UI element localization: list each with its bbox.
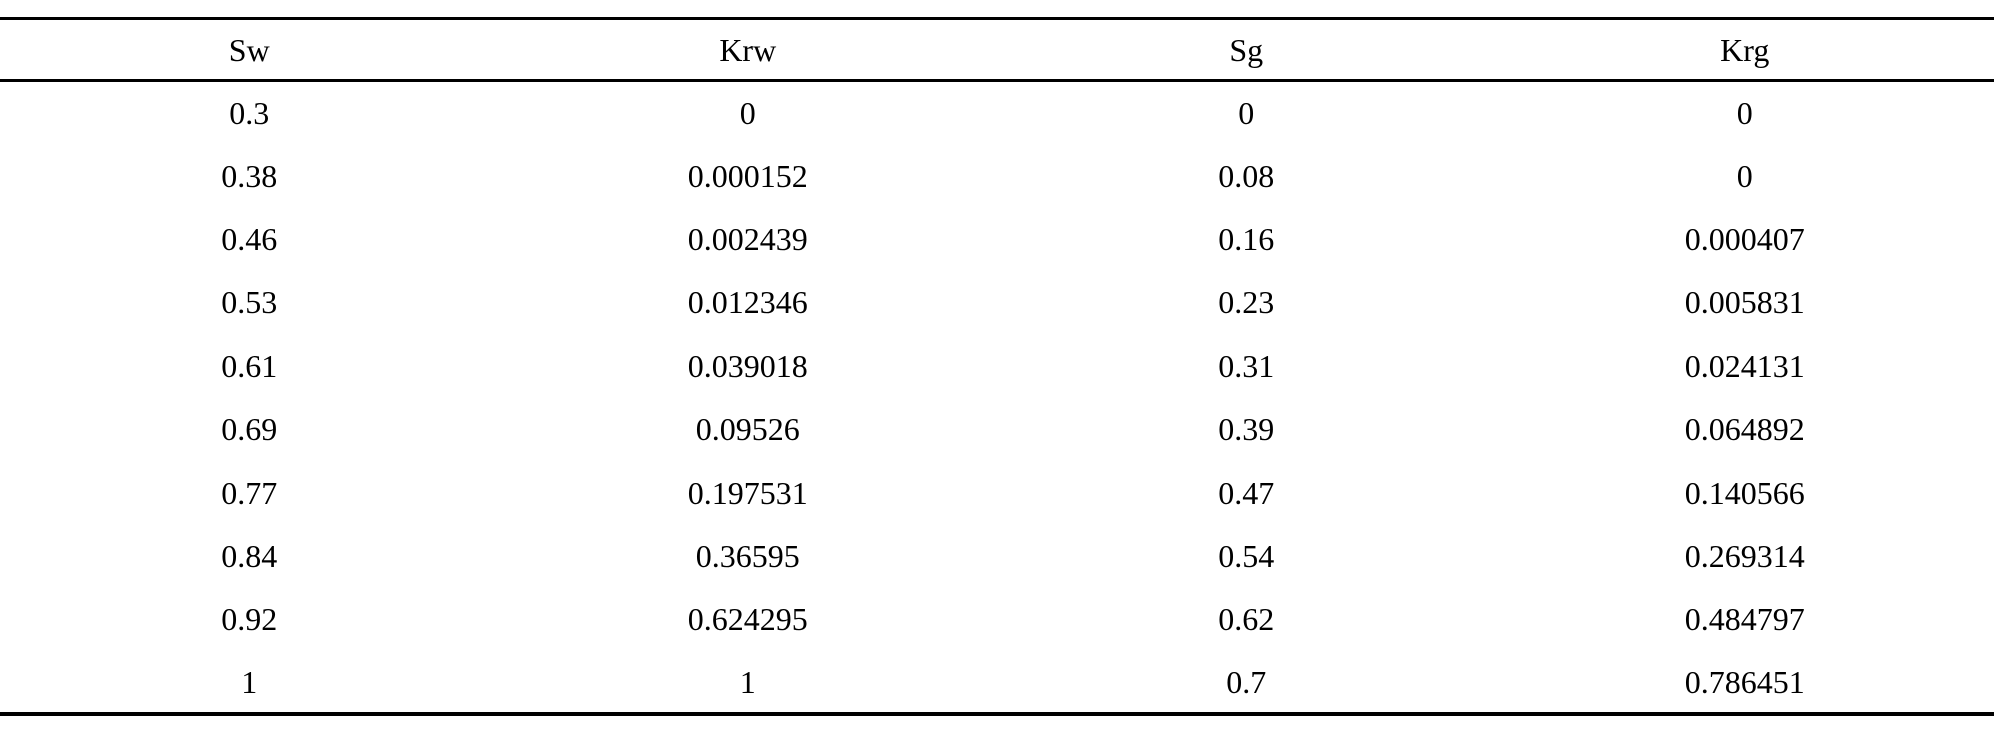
table-cell: 0.484797 (1684, 601, 1805, 638)
column-header-krg: Krg (1720, 31, 1770, 68)
table-row: 0.46 0.002439 0.16 0.000407 (0, 207, 1994, 270)
table-body: 0.3 0 0 0 0.38 0.000152 0.08 0 0.46 0.00… (0, 81, 1994, 715)
table-row: 0.92 0.624295 0.62 0.484797 (0, 588, 1994, 651)
table-cell: 0.92 (221, 601, 278, 638)
table-cell: 0.7 (1226, 663, 1267, 700)
table-cell: 1 (739, 663, 756, 700)
table-cell: 0.039018 (687, 347, 808, 384)
table-cell: 0.786451 (1684, 663, 1805, 700)
table-row: 1 1 0.7 0.786451 (0, 651, 1994, 714)
table-cell: 0 (1736, 94, 1753, 131)
table-cell: 0.000152 (687, 157, 808, 194)
table-row: 0.84 0.36595 0.54 0.269314 (0, 524, 1994, 587)
table-cell: 0.624295 (687, 601, 808, 638)
table-header: Sw Krw Sg Krg (0, 19, 1994, 81)
table-cell: 0.197531 (687, 474, 808, 511)
header-row: Sw Krw Sg Krg (0, 19, 1994, 81)
table-cell: 0.269314 (1684, 537, 1805, 574)
table-cell: 0 (739, 94, 756, 131)
table-cell: 0.16 (1218, 220, 1275, 257)
table-cell: 0.064892 (1684, 411, 1805, 448)
table-cell: 0.002439 (687, 220, 808, 257)
table-cell: 0.61 (221, 347, 278, 384)
table-cell: 0.46 (221, 220, 278, 257)
table-cell: 0.38 (221, 157, 278, 194)
table-row: 0.53 0.012346 0.23 0.005831 (0, 271, 1994, 334)
table-cell: 0 (1736, 157, 1753, 194)
table-row: 0.3 0 0 0 (0, 81, 1994, 144)
table-cell: 1 (241, 663, 258, 700)
table-cell: 0.47 (1218, 474, 1275, 511)
table-cell: 0.31 (1218, 347, 1275, 384)
table-cell: 0.36595 (695, 537, 800, 574)
table-cell: 0 (1238, 94, 1255, 131)
table-cell: 0.39 (1218, 411, 1275, 448)
column-header-sg: Sg (1229, 31, 1264, 68)
table-cell: 0.012346 (687, 284, 808, 321)
table-cell: 0.84 (221, 537, 278, 574)
table-cell: 0.000407 (1684, 220, 1805, 257)
table-cell: 0.09526 (695, 411, 800, 448)
table-cell: 0.77 (221, 474, 278, 511)
column-header-krw: Krw (719, 31, 777, 68)
table-row: 0.77 0.197531 0.47 0.140566 (0, 461, 1994, 524)
table-cell: 0.08 (1218, 157, 1275, 194)
table-cell: 0.53 (221, 284, 278, 321)
table-cell: 0.54 (1218, 537, 1275, 574)
column-header-sw: Sw (228, 31, 270, 68)
table-cell: 0.23 (1218, 284, 1275, 321)
table-cell: 0.005831 (1684, 284, 1805, 321)
table-cell: 0.024131 (1684, 347, 1805, 384)
table-row: 0.38 0.000152 0.08 0 (0, 144, 1994, 207)
table-cell: 0.140566 (1684, 474, 1805, 511)
table-cell: 0.62 (1218, 601, 1275, 638)
table-row: 0.69 0.09526 0.39 0.064892 (0, 397, 1994, 460)
relative-permeability-table: Sw Krw Sg Krg 0.3 0 0 0 0.38 0.000152 0.… (0, 17, 1994, 717)
table-cell: 0.69 (221, 411, 278, 448)
table-cell: 0.3 (229, 94, 270, 131)
table-row: 0.61 0.039018 0.31 0.024131 (0, 334, 1994, 397)
